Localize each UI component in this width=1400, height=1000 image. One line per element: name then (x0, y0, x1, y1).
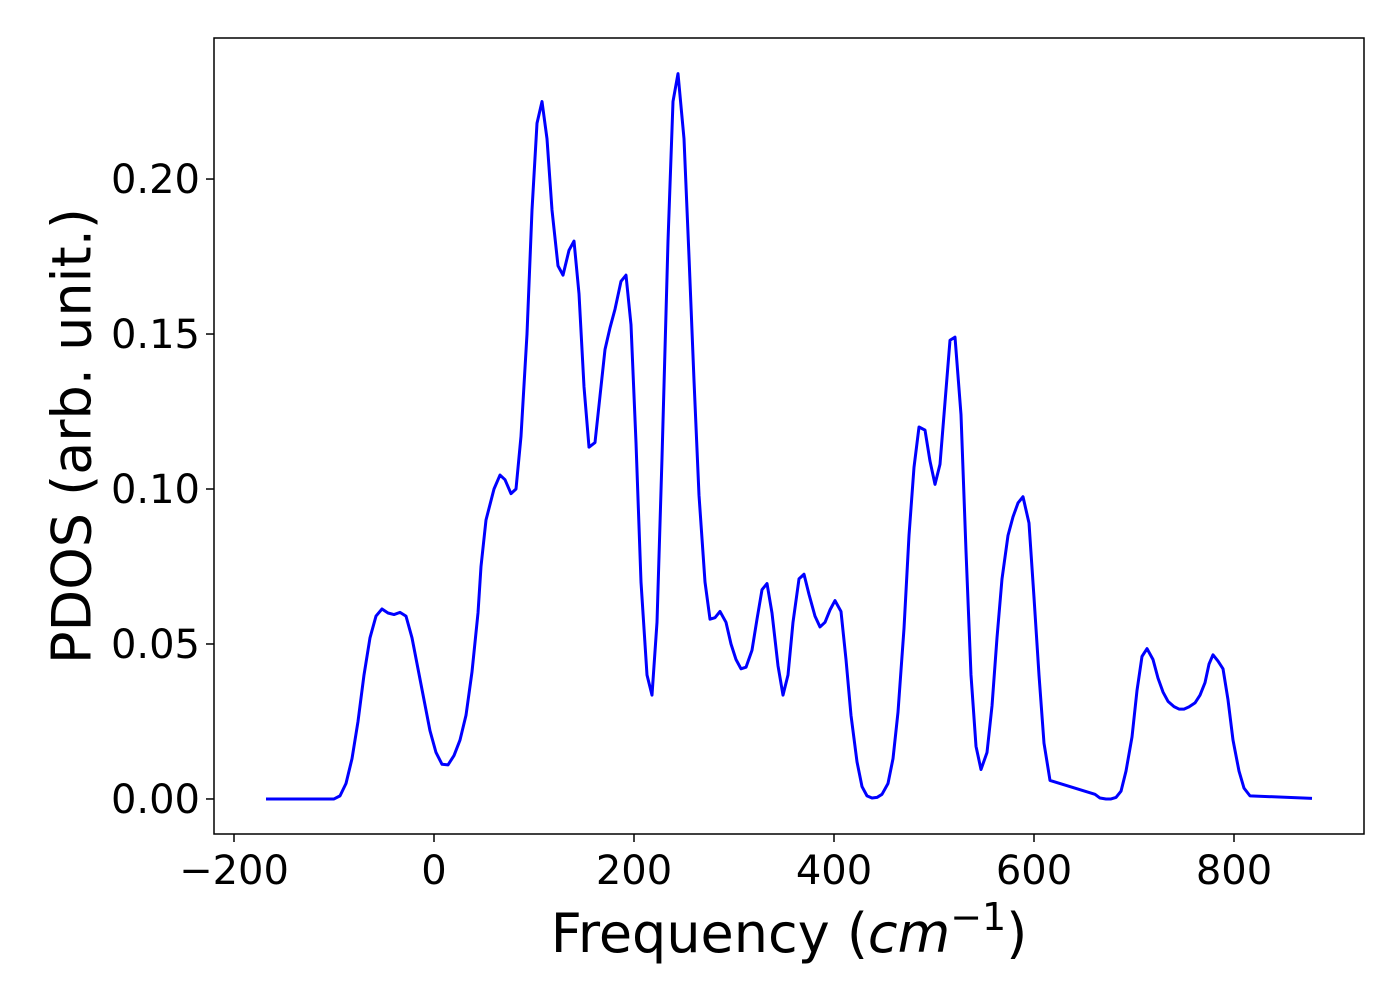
x-tick-label: −200 (179, 848, 289, 894)
y-axis-label: PDOS (arb. unit.) (41, 208, 104, 664)
x-axis-label: Frequency (cm−1) (551, 895, 1028, 965)
y-tick-label: 0.00 (111, 777, 200, 823)
x-tick-label: 800 (1196, 848, 1272, 894)
y-tick-label: 0.05 (111, 622, 200, 668)
x-label-italic: cm (868, 902, 950, 965)
plot-frame (213, 37, 1365, 835)
y-tick-label: 0.10 (111, 467, 200, 513)
x-label-close: ) (1006, 902, 1027, 965)
x-tick-label: 600 (996, 848, 1072, 894)
y-tick-label: 0.15 (111, 312, 200, 358)
x-tick-label: 400 (796, 848, 872, 894)
x-tick-label: 0 (421, 848, 446, 894)
data-line (266, 72, 1313, 801)
x-tick-label: 200 (596, 848, 672, 894)
x-label-sup: −1 (950, 895, 1006, 939)
y-tick-label: 0.20 (111, 157, 200, 203)
x-label-text: Frequency ( (551, 902, 868, 965)
